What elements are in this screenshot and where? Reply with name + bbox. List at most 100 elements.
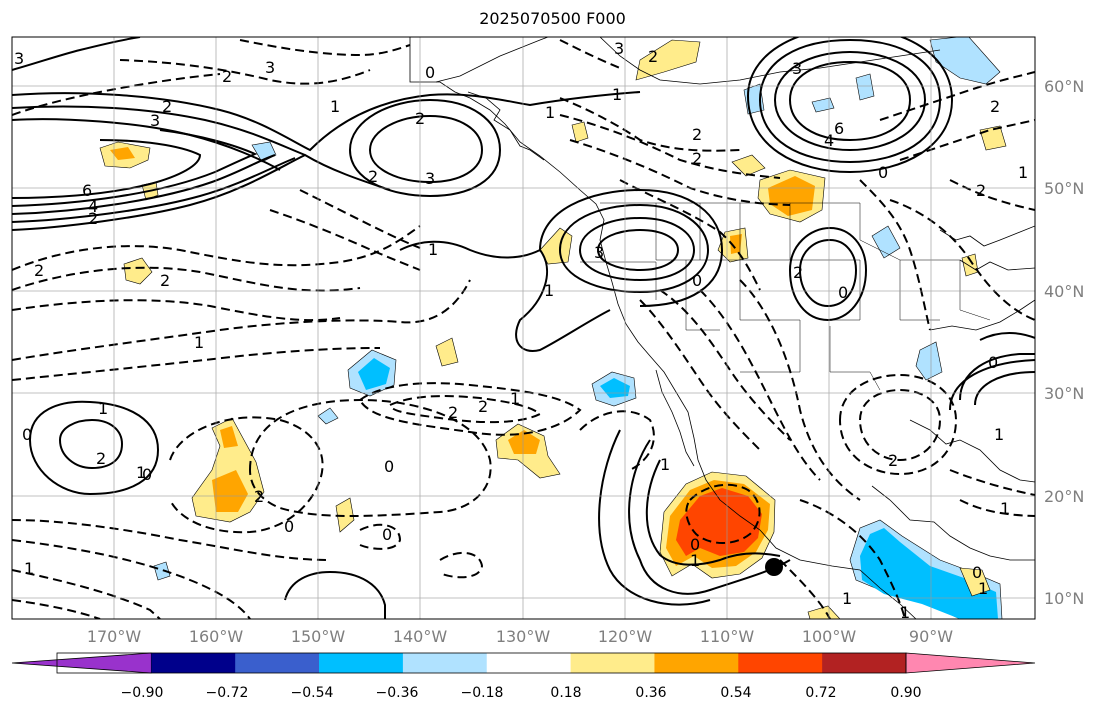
contour-label: 2 <box>478 397 488 416</box>
colorbar-extension-max <box>905 652 1036 674</box>
contour-label: 2 <box>368 167 378 186</box>
contour-label: 6 <box>834 119 844 138</box>
colorbar-segment <box>319 653 404 673</box>
colorbar-tick: 0.36 <box>635 685 666 701</box>
contour-label: 3 <box>265 58 275 77</box>
contour-label: 2 <box>692 149 702 168</box>
contour-label: 1 <box>330 97 340 116</box>
contour-label: 1 <box>994 425 1004 444</box>
colorbar-segment <box>654 653 739 673</box>
contour-label: 2 <box>222 67 232 86</box>
contour-label: 0 <box>425 63 435 82</box>
longitude-ticks: 170°W 160°W 150°W 140°W 130°W 120°W 110°… <box>87 627 953 646</box>
shaded-anomalies <box>99 37 1007 619</box>
contour-label: 3 <box>614 39 624 58</box>
lon-tick: 120°W <box>598 627 653 646</box>
contour-label: 0 <box>22 425 32 444</box>
colorbar-frame <box>56 652 907 674</box>
contour-label: 1 <box>612 85 622 104</box>
colorbar-segment <box>151 653 236 673</box>
contour-labels: 3 2 1 3 2 6 4 2 2 3 2 1 1 0 3 2 1 2 2 3 … <box>14 39 1028 622</box>
contour-label: 0 <box>972 563 982 582</box>
contour-label: 0 <box>384 457 394 476</box>
contour-label: 0 <box>382 525 392 544</box>
positive-contours <box>12 37 1035 619</box>
lat-tick: 30°N <box>1044 384 1084 403</box>
contour-label: 1 <box>136 463 146 482</box>
negative-contours <box>12 39 1035 619</box>
contour-label: 2 <box>793 263 803 282</box>
lat-tick: 40°N <box>1044 282 1084 301</box>
lat-tick: 50°N <box>1044 179 1084 198</box>
contour-label: 0 <box>690 535 700 554</box>
colorbar-tick: 0.90 <box>890 685 921 701</box>
colorbar-tick: 0.72 <box>805 685 836 701</box>
contour-label: 4 <box>824 131 834 150</box>
contour-label: 1 <box>544 281 554 300</box>
contour-label: 2 <box>88 209 98 228</box>
contour-label: 1 <box>510 389 520 408</box>
contour-label: 1 <box>978 579 988 598</box>
contour-label: 3 <box>792 59 802 78</box>
latitude-ticks: 60°N 50°N 40°N 30°N 20°N 10°N <box>1044 77 1084 608</box>
graticule <box>12 37 1035 619</box>
colorbar-tick: −0.72 <box>206 685 249 701</box>
contour-label: 1 <box>24 559 34 578</box>
contour-label: 2 <box>448 403 458 422</box>
contour-label: 2 <box>254 487 264 506</box>
colorbar-segments <box>11 652 1036 674</box>
contour-label: 1 <box>690 551 700 570</box>
contour-label: 2 <box>692 125 702 144</box>
contour-label: 3 <box>14 49 24 68</box>
contour-label: 0 <box>878 163 888 182</box>
contour-label: 1 <box>900 603 910 622</box>
lon-tick: 130°W <box>496 627 551 646</box>
contour-label: 1 <box>545 103 555 122</box>
colorbar-tick: −0.36 <box>376 685 419 701</box>
contour-label: 3 <box>150 111 160 130</box>
colorbar-segment <box>235 653 320 673</box>
contour-label: 3 <box>425 169 435 188</box>
contour-label: 0 <box>838 283 848 302</box>
contour-label: 0 <box>284 517 294 536</box>
lon-tick: 90°W <box>909 627 953 646</box>
colorbar-tick: −0.18 <box>461 685 504 701</box>
map-area: 3 2 1 3 2 6 4 2 2 3 2 1 1 0 3 2 1 2 2 3 … <box>12 37 1035 622</box>
contour-label: 1 <box>1018 163 1028 182</box>
contour-label: 3 <box>594 243 604 262</box>
lat-tick: 60°N <box>1044 77 1084 96</box>
colorbar-tick: −0.54 <box>291 685 334 701</box>
colorbar-tick: 0.18 <box>550 685 581 701</box>
colorbar-segment <box>486 653 572 673</box>
contour-label: 2 <box>415 109 425 128</box>
contour-label: 2 <box>160 271 170 290</box>
map-frame <box>11 36 1036 620</box>
lon-tick: 150°W <box>291 627 346 646</box>
contour-label: 0 <box>692 271 702 290</box>
contour-label: 1 <box>428 240 438 259</box>
contour-label: 0 <box>988 353 998 372</box>
contour-label: 1 <box>660 455 670 474</box>
contour-label: 4 <box>88 197 98 216</box>
contour-label: 6 <box>82 181 92 200</box>
lat-tick: 20°N <box>1044 487 1084 506</box>
contour-label: 2 <box>96 449 106 468</box>
contour-label: 2 <box>648 47 658 66</box>
colorbar-extension-min <box>11 652 152 674</box>
colorbar-segment <box>738 653 823 673</box>
lon-tick: 100°W <box>802 627 857 646</box>
contour-label: 2 <box>162 97 172 116</box>
lon-tick: 170°W <box>87 627 142 646</box>
lat-tick: 10°N <box>1044 589 1084 608</box>
coastlines-and-borders <box>409 37 1035 619</box>
contour-label: 2 <box>976 181 986 200</box>
contour-label: 2 <box>888 451 898 470</box>
colorbar-segment <box>402 653 488 673</box>
contour-label: 1 <box>842 589 852 608</box>
lon-tick: 140°W <box>393 627 448 646</box>
storm-center-marker <box>765 558 783 576</box>
colorbar-segment <box>570 653 655 673</box>
contour-label: 0 <box>142 465 152 484</box>
contour-label: 2 <box>990 97 1000 116</box>
